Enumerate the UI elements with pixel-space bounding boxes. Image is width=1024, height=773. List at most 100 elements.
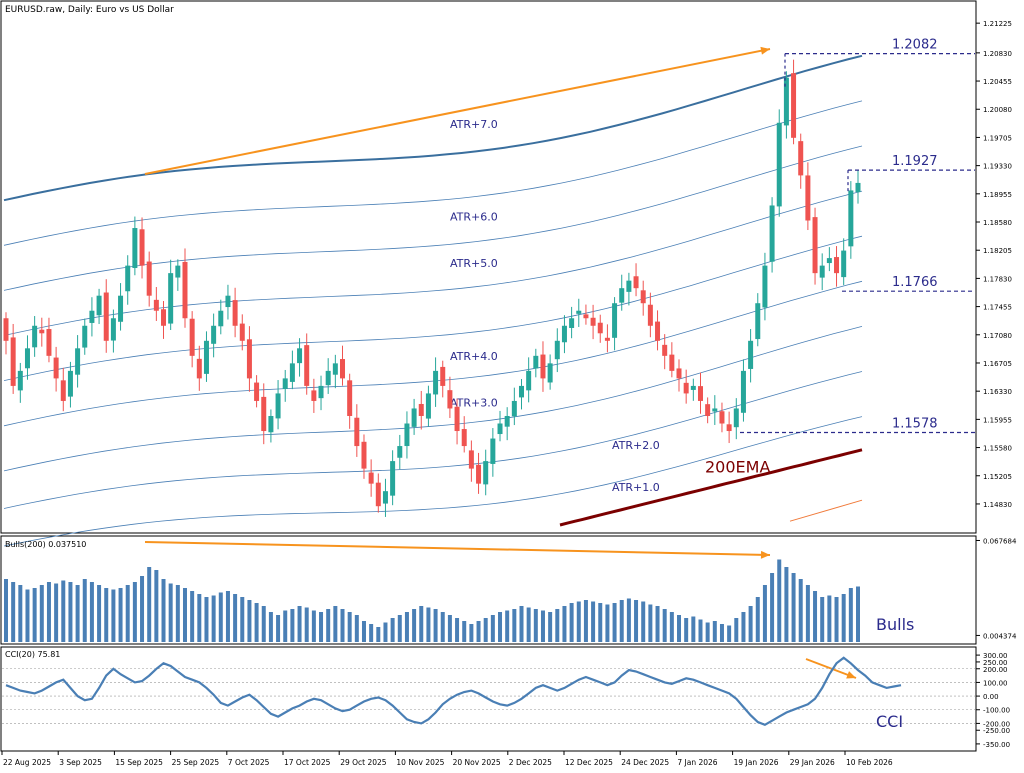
- candle-body: [705, 404, 711, 416]
- bulls-bar: [498, 612, 503, 642]
- candle-body: [225, 295, 231, 308]
- candle-body: [626, 280, 632, 292]
- x-tick-label: 29 Jan 2026: [790, 758, 835, 767]
- bulls-bar: [225, 591, 230, 642]
- bulls-bar: [361, 621, 366, 642]
- bulls-bar: [755, 597, 760, 642]
- bulls-bar: [412, 609, 417, 642]
- bulls-bar: [705, 622, 710, 642]
- candle-body: [583, 314, 589, 319]
- candle-body: [468, 450, 474, 469]
- bulls-bar: [762, 585, 767, 642]
- candle-body: [819, 265, 825, 278]
- y-tick-label: 1.20080: [983, 106, 1012, 114]
- candle-body: [497, 423, 503, 435]
- bulls-bar: [540, 610, 545, 642]
- bulls-bar: [168, 583, 173, 642]
- candle-body: [576, 310, 582, 314]
- candle-body: [17, 370, 23, 391]
- bulls-bar: [11, 582, 16, 642]
- level-lines: 1.2082 1.1927 1.1766 1.1578: [740, 38, 975, 434]
- bulls-bar: [691, 616, 696, 642]
- candle-body: [182, 261, 188, 319]
- bulls-trend-arrow: [144, 541, 771, 556]
- candle-body: [855, 182, 861, 193]
- y-tick-label: 1.14830: [983, 501, 1012, 509]
- bulls-bar: [734, 618, 739, 642]
- bulls-bar: [526, 607, 531, 642]
- candle-body: [812, 217, 818, 274]
- ema200-group: 200EMA: [559, 448, 863, 527]
- ema200-line: [559, 448, 863, 527]
- candle-body: [697, 386, 703, 401]
- candle-body: [211, 325, 217, 344]
- candle-body: [53, 357, 59, 379]
- candle-body: [354, 417, 360, 447]
- candle-body: [139, 229, 145, 266]
- candle-body: [805, 175, 811, 221]
- candle-body: [110, 318, 116, 341]
- x-tick-label: 19 Jan 2026: [734, 758, 779, 767]
- bulls-bar: [311, 610, 316, 642]
- candle-body: [361, 441, 367, 469]
- candle-body: [368, 472, 374, 484]
- bulls-bar: [61, 580, 66, 642]
- candle-body: [719, 411, 725, 424]
- bulls-bar: [268, 612, 273, 642]
- bulls-bar: [619, 600, 624, 642]
- atr-band-line: [3, 371, 863, 509]
- bulls-bar: [805, 585, 810, 642]
- candle-body: [476, 464, 482, 484]
- candle-body: [418, 403, 424, 416]
- cci-line: [5, 656, 902, 727]
- candle-body: [490, 438, 496, 464]
- bulls-bar: [397, 615, 402, 642]
- bulls-bar: [447, 615, 452, 642]
- bulls-bar: [712, 621, 717, 642]
- candle-body: [690, 385, 696, 390]
- bulls-bar: [347, 612, 352, 642]
- candle-body: [454, 406, 460, 432]
- bulls-bar: [354, 615, 359, 642]
- candle-body: [282, 378, 288, 389]
- bulls-bar: [612, 603, 617, 642]
- bulls-bar: [440, 612, 445, 642]
- y-tick-label: 1.18580: [983, 219, 1012, 227]
- level-label: 1.1927: [892, 154, 938, 169]
- cci-annotation: CCI: [876, 712, 903, 731]
- atr-band-label: ATR+7.0: [450, 118, 498, 131]
- candle-body: [268, 415, 274, 433]
- bulls-bar: [247, 600, 252, 642]
- candle-body: [397, 446, 403, 458]
- bulls-bar: [404, 612, 409, 642]
- x-tick-label: 7 Oct 2025: [228, 758, 270, 767]
- x-tick-label: 24 Dec 2025: [621, 758, 669, 767]
- bulls-bar: [97, 585, 102, 642]
- y-tick-label: 1.18955: [983, 191, 1012, 199]
- bulls-bar: [18, 585, 23, 642]
- bulls-bar: [333, 606, 338, 642]
- atr-band-label: ATR+2.0: [612, 439, 660, 452]
- y-tick-label: 1.16705: [983, 360, 1012, 368]
- x-tick-label: 7 Jan 2026: [677, 758, 717, 767]
- candle-body: [153, 299, 159, 311]
- bulls-bar: [376, 627, 381, 642]
- bulls-bar: [784, 567, 789, 642]
- candle-body: [60, 380, 66, 401]
- ema-secondary-line: [789, 499, 863, 522]
- bulls-bar: [777, 559, 782, 642]
- candle-body: [411, 408, 417, 427]
- y-tick-label: 1.17830: [983, 275, 1012, 283]
- cci-y-tick-label: 250.00: [983, 659, 1008, 667]
- bulls-bar: [856, 586, 860, 642]
- bulls-bar: [211, 595, 216, 642]
- bulls-bar: [218, 592, 223, 642]
- price-trend-arrow: [144, 48, 771, 175]
- bulls-bar: [490, 615, 495, 642]
- candle-body: [604, 337, 610, 341]
- candle-body: [239, 323, 245, 341]
- candle-body: [447, 390, 453, 409]
- bulls-bar: [841, 594, 846, 642]
- bulls-bar: [648, 604, 653, 642]
- candle-body: [340, 359, 346, 379]
